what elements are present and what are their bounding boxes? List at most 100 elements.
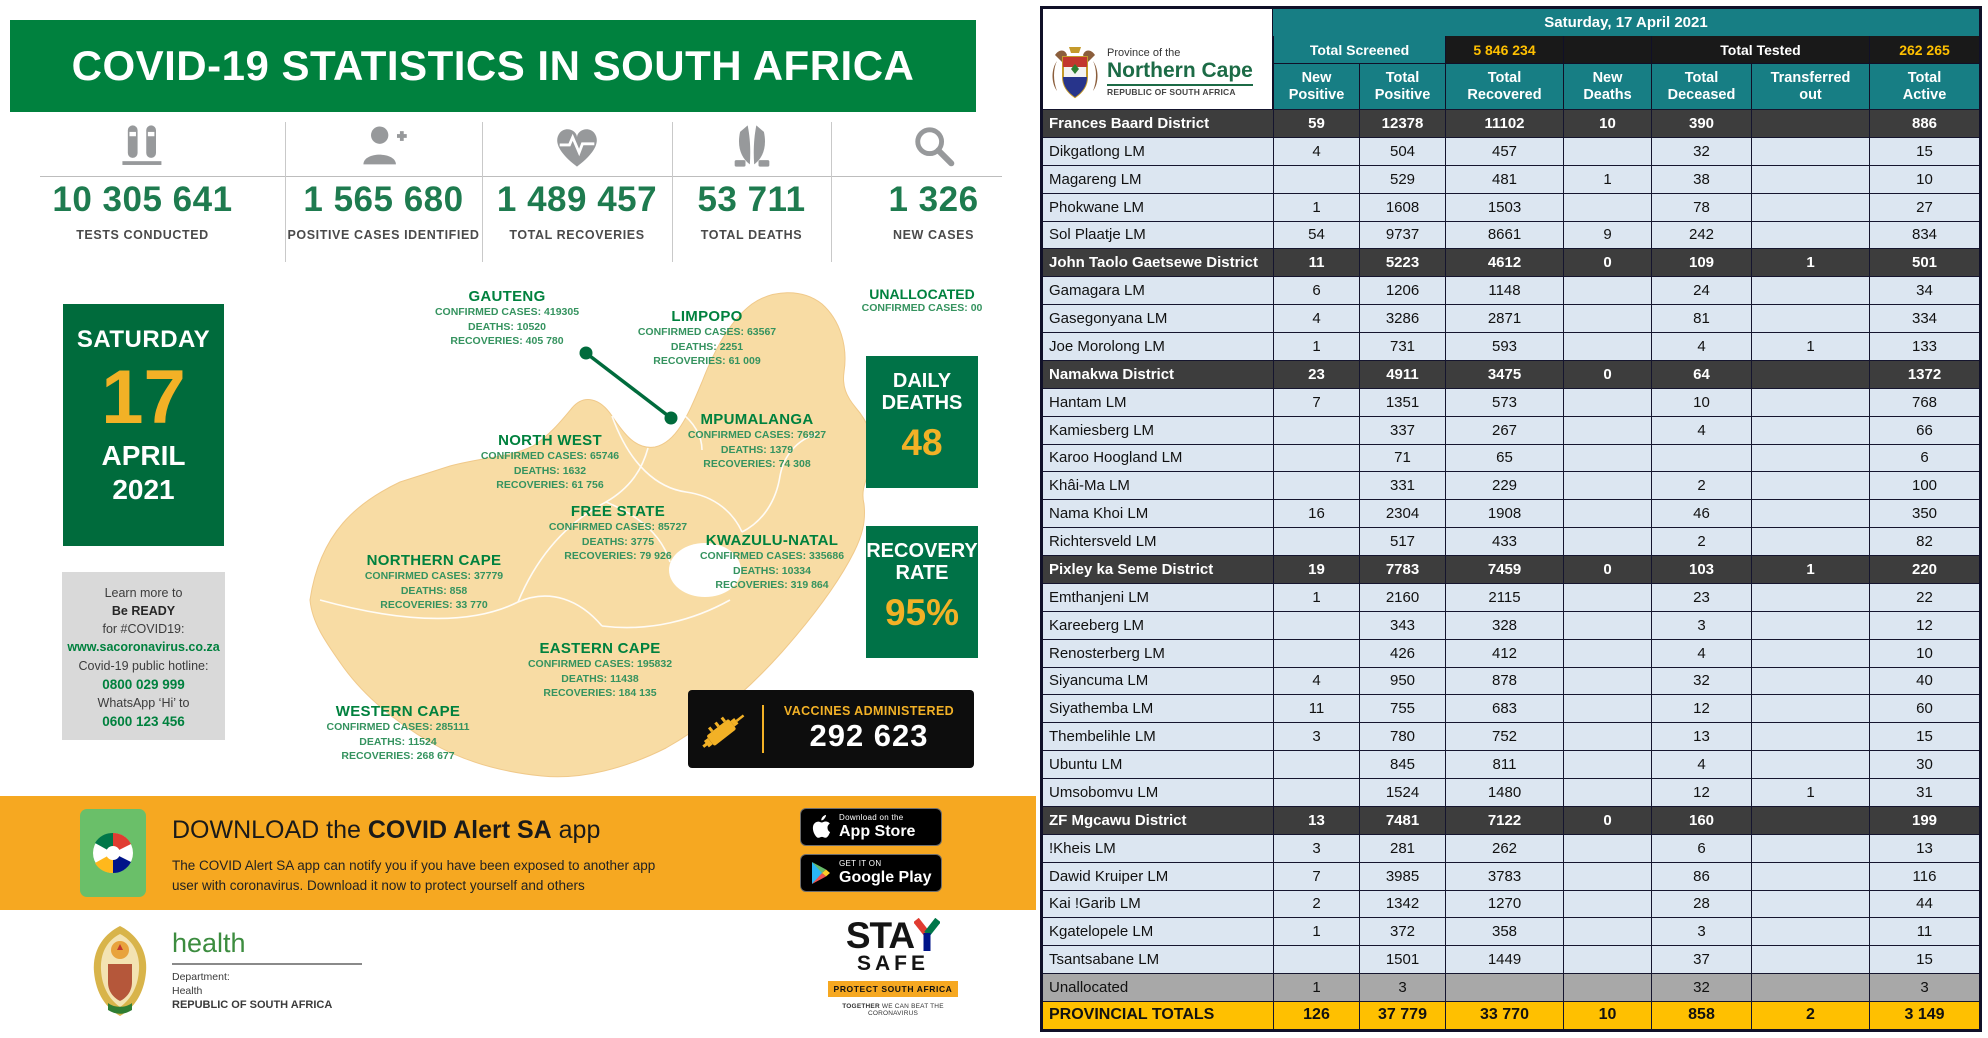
province-stat: CONFIRMED CASES: 63567 (637, 326, 777, 338)
row-value (1751, 862, 1869, 890)
date-month: APRIL (101, 440, 186, 471)
row-value: 334 (1869, 305, 1979, 332)
row-name: Unallocated (1049, 979, 1129, 997)
row-value (1751, 695, 1869, 723)
province-stat: DEATHS: 11438 (561, 672, 639, 685)
row-value: 71 (1359, 444, 1445, 472)
row-value (1563, 611, 1651, 639)
province-stat: RECOVERIES: 405 780 (450, 335, 564, 348)
row-value (1563, 862, 1651, 890)
row-value: 66 (1869, 416, 1979, 444)
row-value: 133 (1869, 333, 1979, 360)
province-stat: RECOVERIES: 74 308 (703, 458, 811, 471)
row-value: 1148 (1445, 277, 1563, 305)
stat-value: 1 565 680 (303, 180, 464, 219)
covid-info-box: Learn more to Be READY for #COVID19: www.sa… (62, 572, 225, 740)
province-stat: CONFIRMED CASES: 37779 (364, 570, 504, 582)
row-value: 1270 (1445, 890, 1563, 918)
table-row: Kareeberg LM 343 328 3 12 (1043, 610, 1979, 639)
row-value (1445, 974, 1563, 1001)
row-value (1563, 667, 1651, 695)
total-screened-value: 5 846 234 (1445, 36, 1563, 63)
table-row: Thembelihle LM 3 780 752 13 15 (1043, 722, 1979, 751)
province-name: MPUMALANGA (700, 411, 814, 428)
row-value: 267 (1445, 416, 1563, 444)
row-value (1563, 974, 1651, 1001)
row-value: 593 (1445, 333, 1563, 360)
app-store-badge[interactable]: Download on the App Store (800, 808, 942, 846)
row-value (1751, 110, 1869, 137)
table-row: Sol Plaatje LM 54 9737 8661 9 242 834 (1043, 220, 1979, 249)
province-stat: CONFIRMED CASES: 85727 (548, 521, 688, 533)
map-label-north-west: NORTH WEST CONFIRMED CASES: 65746 DEATHS: … (481, 432, 619, 493)
row-value (1751, 165, 1869, 193)
row-value: 412 (1445, 639, 1563, 667)
row-value: 886 (1869, 110, 1979, 137)
row-value (1751, 277, 1869, 305)
google-play-badge[interactable]: GET IT ON Google Play (800, 854, 942, 892)
row-value (1273, 751, 1359, 778)
row-value: 11 (1273, 695, 1359, 723)
row-value: 2 (1751, 1002, 1869, 1029)
row-value: 1206 (1359, 277, 1445, 305)
table-row: Dikgatlong LM 4 504 457 32 15 (1043, 136, 1979, 165)
column-header-total-active: Total Active (1869, 63, 1979, 109)
row-value: 37 779 (1359, 1002, 1445, 1029)
row-value: 33 770 (1445, 1002, 1563, 1029)
table-row: Dawid Kruiper LM 7 3985 3783 86 116 (1043, 861, 1979, 890)
table-row: John Taolo Gaetsewe District 11 5223 4612 0 1… (1043, 248, 1979, 277)
table-row: Kamiesberg LM 337 267 4 66 (1043, 415, 1979, 444)
row-value: 4 (1273, 667, 1359, 695)
table-row: Frances Baard District 59 12378 11102 10 390 8… (1043, 109, 1979, 137)
table-row: Siyathemba LM 11 755 683 12 60 (1043, 694, 1979, 723)
table-row: Khâi-Ma LM 331 229 2 100 (1043, 471, 1979, 500)
row-value: 683 (1445, 695, 1563, 723)
sacoronavirus-link[interactable]: www.sacoronavirus.co.za (67, 640, 220, 655)
row-value: 529 (1359, 165, 1445, 193)
row-value: 13 (1869, 834, 1979, 862)
row-value (1751, 639, 1869, 667)
row-value: 3985 (1359, 862, 1445, 890)
row-value: 10 (1563, 1002, 1651, 1029)
row-value (1751, 723, 1869, 751)
column-header-total-recovered: Total Recovered (1445, 63, 1563, 109)
row-value: 103 (1651, 556, 1751, 583)
row-value: 3286 (1359, 305, 1445, 332)
row-value: 4 (1651, 639, 1751, 667)
map-label-gauteng: GAUTENG CONFIRMED CASES: 419305 DEATHS: 10… (435, 288, 579, 349)
row-value: 504 (1359, 137, 1445, 165)
row-value (1751, 667, 1869, 695)
row-name: PROVINCIAL TOTALS (1049, 1006, 1215, 1024)
row-value: 9 (1563, 221, 1651, 249)
table-row: Pixley ka Seme District 19 7783 7459 0 103 1 22… (1043, 555, 1979, 583)
row-name: Ubuntu LM (1049, 756, 1123, 774)
row-value: 1 (1751, 333, 1869, 360)
province-name: NORTH WEST (498, 432, 602, 449)
row-value: 768 (1869, 388, 1979, 416)
row-value (1273, 472, 1359, 500)
row-value: 0 (1563, 249, 1651, 277)
row-name: ZF Mgcawu District (1049, 811, 1187, 829)
row-value (1751, 890, 1869, 918)
stat-divider (285, 122, 286, 262)
northern-cape-table-panel: Saturday, 17 April 2021 (1036, 0, 1988, 1038)
row-value: 1372 (1869, 360, 1979, 388)
stat-divider (482, 122, 483, 262)
row-value: 780 (1359, 723, 1445, 751)
row-value: 2 (1651, 528, 1751, 555)
info-line: WhatsApp ‘Hi’ to (97, 696, 190, 711)
row-value: 1 (1751, 249, 1869, 277)
province-name: KWAZULU-NATAL (705, 532, 839, 549)
row-value (1751, 834, 1869, 862)
row-value (1273, 416, 1359, 444)
row-value: 242 (1651, 221, 1751, 249)
map-label-western-cape: WESTERN CAPE CONFIRMED CASES: 285111 DEATH… (327, 703, 470, 764)
row-value (1751, 751, 1869, 778)
row-value: 19 (1273, 556, 1359, 583)
row-value: 1 (1751, 779, 1869, 806)
row-value: 81 (1651, 305, 1751, 332)
row-name: Umsobomvu LM (1049, 783, 1159, 801)
table-row: Siyancuma LM 4 950 878 32 40 (1043, 666, 1979, 695)
stat-label: NEW CASES (892, 228, 975, 242)
